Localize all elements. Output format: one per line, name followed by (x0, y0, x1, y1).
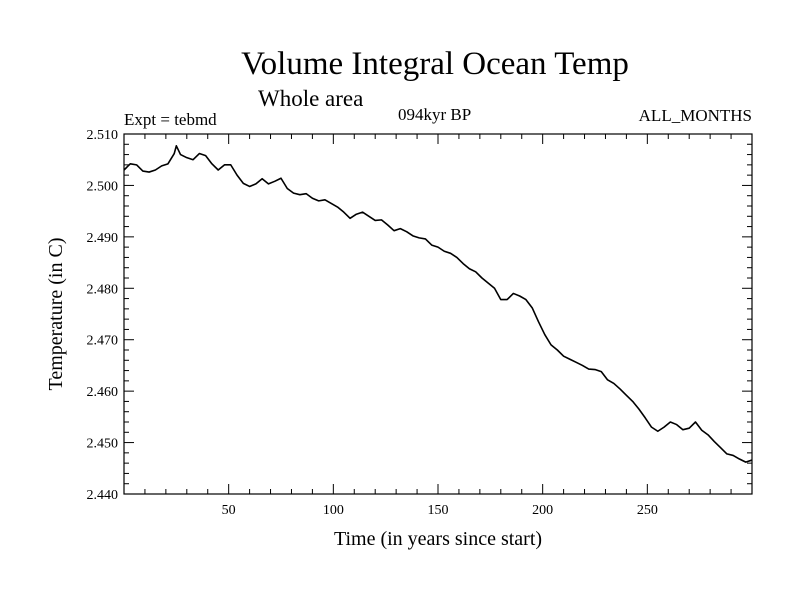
y-tick-label: 2.500 (87, 179, 119, 194)
y-tick-label: 2.450 (87, 437, 119, 452)
y-axis-label: Temperature (in C) (45, 238, 67, 391)
plot-area (123, 133, 753, 495)
temperature-series-line (123, 145, 753, 463)
x-tick-label: 150 (428, 503, 449, 518)
x-tick-label: 250 (637, 503, 658, 518)
ticks (124, 134, 752, 494)
y-tick-label: 2.490 (87, 231, 119, 246)
chart-subtitle: Whole area (258, 86, 364, 111)
plot-frame (123, 133, 753, 495)
period-label: 094kyr BP (398, 105, 472, 124)
y-tick-label: 2.510 (87, 128, 119, 143)
x-tick-label: 200 (532, 503, 553, 518)
y-tick-label: 2.480 (87, 282, 119, 297)
x-axis-label: Time (in years since start) (334, 528, 542, 550)
y-tick-label: 2.440 (87, 488, 119, 503)
experiment-label: Expt = tebmd (124, 110, 217, 129)
x-tick-label: 50 (222, 503, 236, 518)
chart-title: Volume Integral Ocean Temp (241, 46, 629, 82)
y-tick-label: 2.470 (87, 334, 119, 349)
tick-labels: 50 100 150 200 250 2.440 2.450 2.460 2.470 2.480 2… (87, 128, 658, 518)
y-tick-label: 2.460 (87, 385, 119, 400)
x-tick-label: 100 (323, 503, 344, 518)
months-label: ALL_MONTHS (638, 106, 752, 125)
